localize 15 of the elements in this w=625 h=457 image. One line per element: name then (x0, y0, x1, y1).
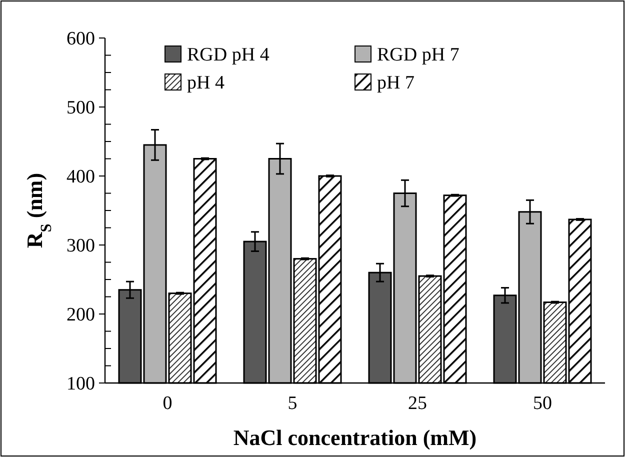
y-tick-label: 100 (66, 374, 95, 395)
legend-label: RGD pH 4 (187, 44, 270, 66)
y-tick-label: 400 (66, 166, 95, 188)
y-tick-label: 200 (66, 304, 95, 326)
y-tick-label: 600 (66, 28, 95, 50)
legend-label: RGD pH 7 (377, 44, 460, 66)
x-axis-title: NaCl concentration (mM) (233, 425, 477, 450)
legend-label: pH 7 (377, 72, 414, 94)
x-tick-label: 25 (408, 393, 427, 414)
x-tick-label: 5 (288, 393, 298, 414)
x-tick-label: 0 (162, 393, 172, 414)
x-tick-label: 50 (533, 393, 552, 414)
legend-label: pH 4 (187, 72, 225, 94)
y-tick-label: 300 (66, 236, 95, 257)
y-tick-label: 500 (66, 98, 95, 119)
